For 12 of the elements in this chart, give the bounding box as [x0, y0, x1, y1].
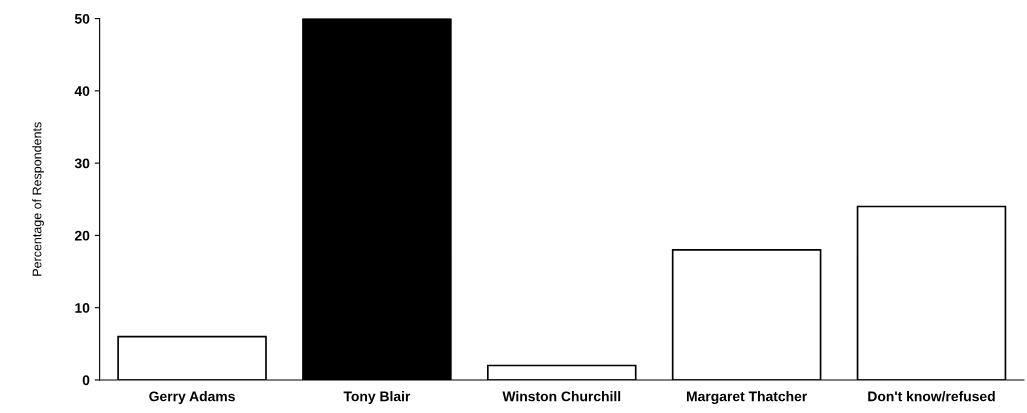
y-tick-label: 50 — [74, 13, 90, 24]
x-tick-label: Margaret Thatcher — [686, 391, 808, 405]
y-axis-title: Percentage of Respondents — [32, 122, 44, 276]
y-tick-label: 20 — [74, 230, 90, 241]
x-tick-label: Tony Blair — [343, 391, 411, 405]
y-tick-label: 0 — [82, 375, 90, 386]
y-tick-label: 40 — [74, 86, 90, 97]
x-tick-label: Winston Churchill — [502, 391, 621, 402]
y-tick-label: 30 — [74, 158, 90, 169]
y-tick-label: 10 — [75, 303, 90, 313]
x-tick-label: Don't know/refused — [868, 391, 995, 402]
x-tick-label: Gerry Adams — [149, 391, 235, 405]
